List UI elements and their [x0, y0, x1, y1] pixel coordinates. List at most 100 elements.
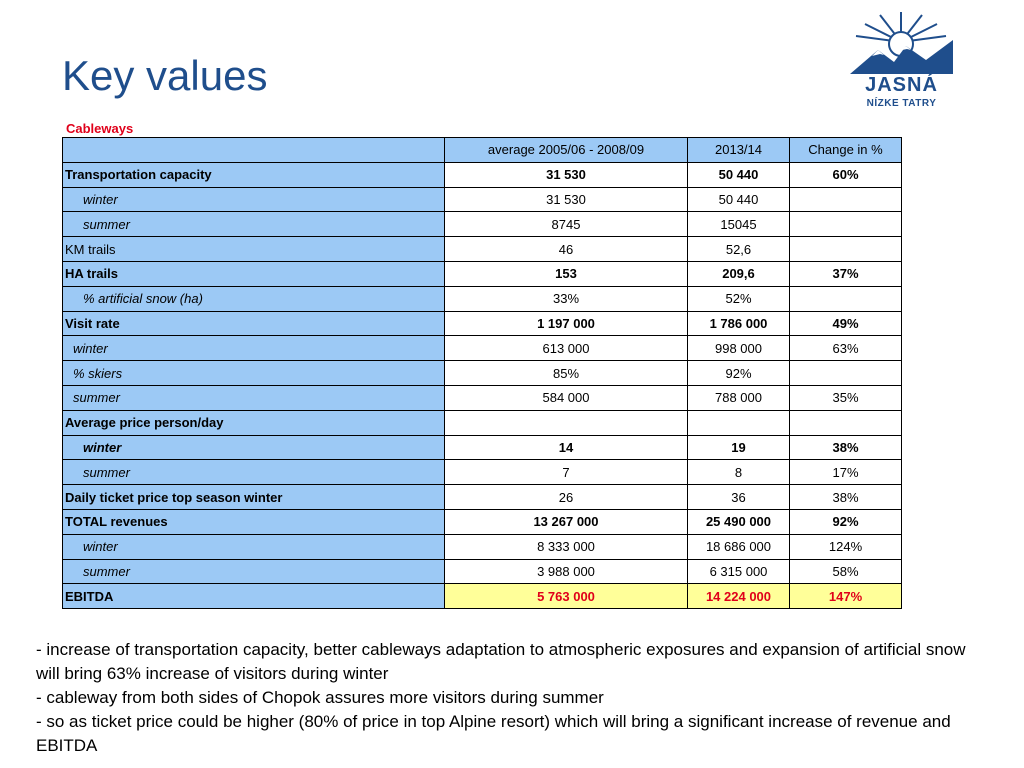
- page-title: Key values: [62, 52, 268, 99]
- cell-change: 92%: [789, 508, 902, 535]
- cell-change: [789, 186, 902, 213]
- cell-average: 33%: [444, 285, 688, 312]
- cell-2013: 92%: [687, 360, 790, 386]
- table-row: summer 584 000 788 000 35%: [62, 384, 902, 411]
- table-row: Daily ticket price top season winter 26 …: [62, 484, 902, 510]
- row-label: TOTAL revenues: [62, 508, 445, 535]
- cell-2013: 788 000: [687, 384, 790, 411]
- row-label: winter: [62, 434, 445, 461]
- table-row: summer 7 8 17%: [62, 459, 902, 486]
- note-line: - cableway from both sides of Chopok ass…: [36, 688, 604, 707]
- table-row: HA trails 153 209,6 37%: [62, 260, 902, 287]
- cell-2013: 52%: [687, 285, 790, 312]
- row-label: HA trails: [62, 260, 445, 287]
- cell-average: 14: [444, 434, 688, 461]
- cell-2013: 18 686 000: [687, 533, 790, 560]
- header-cell-change: Change in %: [789, 137, 902, 163]
- table-header-row: average 2005/06 - 2008/09 2013/14 Change…: [62, 137, 902, 163]
- row-label: Average price person/day: [62, 409, 445, 436]
- table-row: Average price person/day: [62, 409, 902, 436]
- cell-2013: 209,6: [687, 260, 790, 287]
- logo-subtitle: NÍZKE TATRY: [866, 98, 937, 109]
- cell-2013: 15045: [687, 211, 790, 238]
- row-label: summer: [62, 558, 445, 585]
- table-row: winter 613 000 998 000 63%: [62, 335, 902, 362]
- row-label: % skiers: [62, 360, 445, 386]
- cell-2013: 6 315 000: [687, 558, 790, 585]
- cell-average: [444, 409, 688, 436]
- cell-average: 26: [444, 484, 688, 510]
- cell-change: 17%: [789, 459, 902, 486]
- mountain-sun-icon: [850, 10, 953, 74]
- cell-change: 58%: [789, 558, 902, 585]
- cell-average: 8745: [444, 211, 688, 238]
- cell-change: 63%: [789, 335, 902, 362]
- row-label: Transportation capacity: [62, 161, 445, 188]
- row-label: Visit rate: [62, 310, 445, 337]
- cell-change: 35%: [789, 384, 902, 411]
- row-label: summer: [62, 211, 445, 238]
- cell-average: 5 763 000: [444, 583, 688, 610]
- row-label: winter: [62, 335, 445, 362]
- cell-average: 85%: [444, 360, 688, 386]
- cell-average: 153: [444, 260, 688, 287]
- row-label: summer: [62, 459, 445, 486]
- cell-2013: 998 000: [687, 335, 790, 362]
- table-row: Transportation capacity 31 530 50 440 60…: [62, 161, 902, 188]
- note-line: - so as ticket price could be higher (80…: [36, 712, 951, 755]
- cell-average: 1 197 000: [444, 310, 688, 337]
- header-cell-average: average 2005/06 - 2008/09: [444, 137, 688, 163]
- row-label: winter: [62, 186, 445, 213]
- row-label: Daily ticket price top season winter: [62, 484, 445, 510]
- note-line: - increase of transportation capacity, b…: [36, 640, 966, 683]
- table-row: % artificial snow (ha) 33% 52%: [62, 285, 902, 312]
- cell-average: 584 000: [444, 384, 688, 411]
- cell-change: [789, 285, 902, 312]
- cell-2013: 52,6: [687, 236, 790, 262]
- jasna-logo: JASNÁ NÍZKE TATRY: [850, 10, 953, 112]
- table-row: % skiers 85% 92%: [62, 360, 902, 386]
- cell-average: 8 333 000: [444, 533, 688, 560]
- cell-change: [789, 236, 902, 262]
- cell-average: 13 267 000: [444, 508, 688, 535]
- row-label: KM trails: [62, 236, 445, 262]
- cell-change: 147%: [789, 583, 902, 610]
- cell-average: 613 000: [444, 335, 688, 362]
- header-cell-label: [62, 137, 445, 163]
- cell-change: 38%: [789, 434, 902, 461]
- cell-change: 38%: [789, 484, 902, 510]
- header-cell-2013: 2013/14: [687, 137, 790, 163]
- row-label: summer: [62, 384, 445, 411]
- table-row: summer 3 988 000 6 315 000 58%: [62, 558, 902, 585]
- cell-2013: 50 440: [687, 161, 790, 188]
- table-row: winter 14 19 38%: [62, 434, 902, 461]
- cell-2013: 8: [687, 459, 790, 486]
- cell-change: 49%: [789, 310, 902, 337]
- table-row: winter 8 333 000 18 686 000 124%: [62, 533, 902, 560]
- cell-change: [789, 409, 902, 436]
- table-row: KM trails 46 52,6: [62, 236, 902, 262]
- logo-name: JASNÁ: [865, 74, 938, 96]
- cell-2013: 19: [687, 434, 790, 461]
- cell-average: 31 530: [444, 186, 688, 213]
- notes-block: - increase of transportation capacity, b…: [36, 638, 986, 758]
- cell-change: [789, 211, 902, 238]
- row-label: EBITDA: [62, 583, 445, 610]
- cell-2013: 36: [687, 484, 790, 510]
- cell-change: 124%: [789, 533, 902, 560]
- table-row: TOTAL revenues 13 267 000 25 490 000 92%: [62, 508, 902, 535]
- cell-change: 60%: [789, 161, 902, 188]
- row-label: % artificial snow (ha): [62, 285, 445, 312]
- cell-2013: 50 440: [687, 186, 790, 213]
- row-label: winter: [62, 533, 445, 560]
- key-values-table: average 2005/06 - 2008/09 2013/14 Change…: [62, 137, 902, 610]
- cell-average: 3 988 000: [444, 558, 688, 585]
- cell-change: 37%: [789, 260, 902, 287]
- cell-2013: 14 224 000: [687, 583, 790, 610]
- cell-average: 7: [444, 459, 688, 486]
- cell-change: [789, 360, 902, 386]
- cell-2013: 25 490 000: [687, 508, 790, 535]
- table-row: summer 8745 15045: [62, 211, 902, 238]
- cell-2013: [687, 409, 790, 436]
- table-row: Visit rate 1 197 000 1 786 000 49%: [62, 310, 902, 337]
